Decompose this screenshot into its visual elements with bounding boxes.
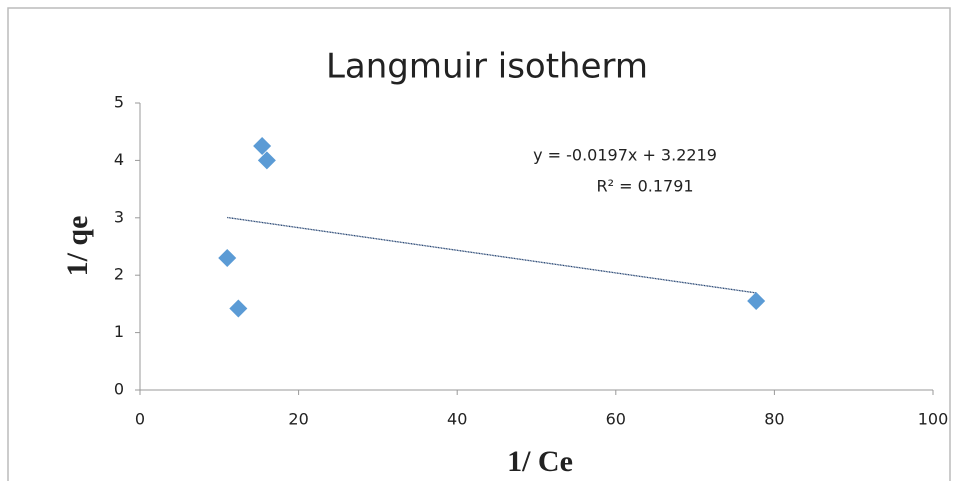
chart-border xyxy=(7,7,951,481)
y-tick-label: 0 xyxy=(114,380,124,399)
x-axis-label: 1/ Ce xyxy=(507,445,573,478)
y-tick-label: 2 xyxy=(114,265,124,284)
r-squared: R² = 0.1791 xyxy=(596,177,693,196)
trendline xyxy=(227,216,757,294)
x-tick-label: 100 xyxy=(918,410,949,429)
chart-title: Langmuir isotherm xyxy=(326,47,648,87)
y-tick-label: 4 xyxy=(114,150,124,169)
trendline-equation: y = -0.0197x + 3.2219 xyxy=(533,146,717,165)
marker xyxy=(229,299,248,318)
x-tick-label: 20 xyxy=(288,410,308,429)
marker xyxy=(253,137,272,156)
y-axis-label: 1/ qe xyxy=(61,216,94,277)
x-tick-label: 80 xyxy=(764,410,784,429)
marker xyxy=(747,292,766,311)
x-tick-label: 40 xyxy=(447,410,467,429)
x-tick-label: 60 xyxy=(606,410,626,429)
y-tick-label: 3 xyxy=(114,207,124,226)
y-tick-label: 1 xyxy=(114,322,124,341)
x-tick-label: 0 xyxy=(135,410,145,429)
marker xyxy=(218,248,237,267)
marker xyxy=(257,151,276,170)
y-tick-label: 5 xyxy=(114,93,124,112)
